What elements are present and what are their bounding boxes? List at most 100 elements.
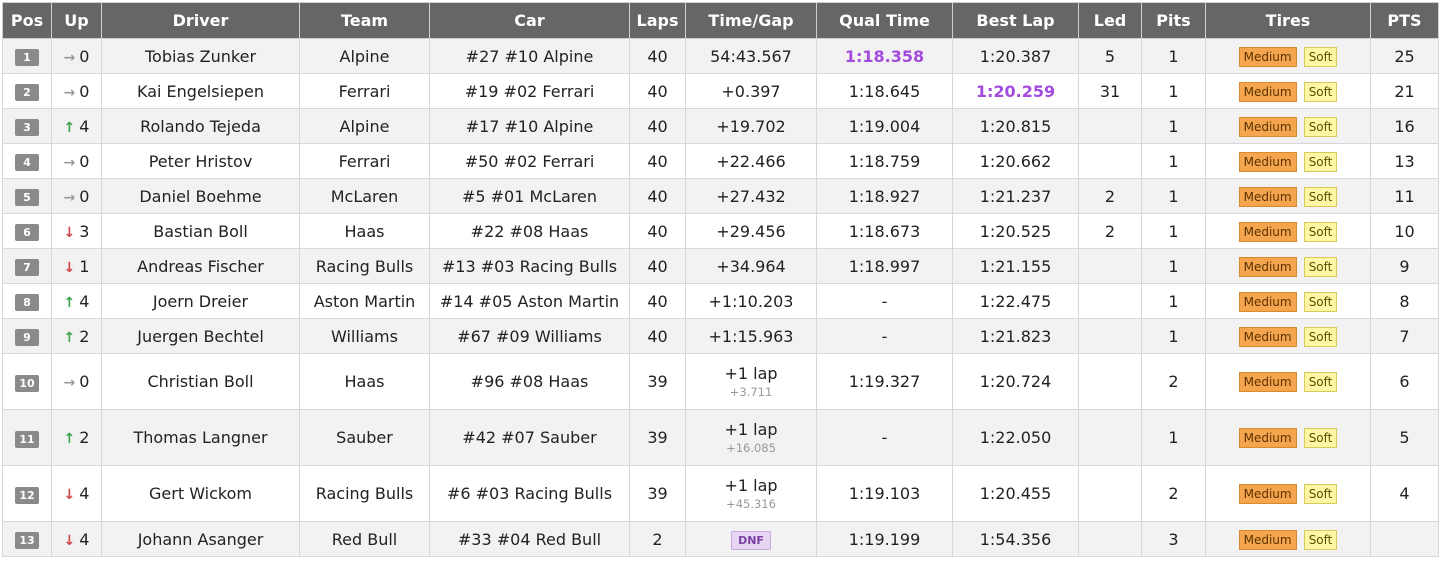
position-change: 0 (79, 46, 90, 66)
car-name: #50 #02 Ferrari (429, 143, 630, 179)
car-name: #33 #04 Red Bull (429, 521, 630, 557)
position-change: 4 (79, 116, 90, 136)
table-row[interactable]: 4 → 0 Peter Hristov Ferrari #50 #02 Ferrari 40… (2, 143, 1439, 179)
arrow-right-icon: → (63, 84, 76, 101)
table-row[interactable]: 10 → 0 Christian Boll Haas #96 #08 Haas 39 +1 l… (2, 353, 1439, 410)
best-lap-value: 1:20.259 (952, 73, 1079, 109)
position-badge: 9 (15, 329, 39, 346)
time-gap-cell: +1 lap +16.085 (685, 409, 817, 466)
tire-soft-badge: Soft (1303, 221, 1338, 242)
tires-cell: Medium Soft (1205, 248, 1371, 284)
arrow-right-icon: → (63, 49, 76, 66)
team-name: Sauber (299, 409, 430, 466)
header-pos[interactable]: Pos (2, 2, 52, 39)
position-change-cell: ↓ 4 (51, 465, 102, 522)
driver-name[interactable]: Kai Engelsiepen (101, 73, 300, 109)
table-row[interactable]: 12 ↓ 4 Gert Wickom Racing Bulls #6 #03 Racing… (2, 465, 1439, 522)
tire-medium-badge: Medium (1238, 484, 1297, 504)
position-change-cell: ↑ 4 (51, 108, 102, 144)
gap-sub-value: +45.316 (726, 496, 776, 511)
table-row[interactable]: 8 ↑ 4 Joern Dreier Aston Martin #14 #05 Aston… (2, 283, 1439, 319)
best-lap-value: 1:22.050 (952, 409, 1079, 466)
qual-time-value: - (816, 283, 953, 319)
driver-name[interactable]: Peter Hristov (101, 143, 300, 179)
team-name: Ferrari (299, 73, 430, 109)
tire-soft-badge: Soft (1303, 428, 1338, 448)
time-gap-cell: +0.397 (685, 73, 817, 109)
tire-medium-badge: Medium (1238, 46, 1297, 67)
header-team[interactable]: Team (299, 2, 430, 39)
driver-name[interactable]: Tobias Zunker (101, 38, 300, 74)
qual-time-value: 1:19.004 (816, 108, 953, 144)
pos-cell: 4 (2, 143, 52, 179)
car-name: #19 #02 Ferrari (429, 73, 630, 109)
table-row[interactable]: 9 ↑ 2 Juergen Bechtel Williams #67 #09 Willia… (2, 318, 1439, 354)
header-pits[interactable]: Pits (1141, 2, 1206, 39)
tire-medium-badge: Medium (1238, 529, 1297, 550)
car-name: #22 #08 Haas (429, 213, 630, 249)
car-name: #6 #03 Racing Bulls (429, 465, 630, 522)
position-badge: 3 (15, 119, 39, 136)
table-row[interactable]: 11 ↑ 2 Thomas Langner Sauber #42 #07 Sauber 39… (2, 409, 1439, 466)
table-row[interactable]: 13 ↓ 4 Johann Asanger Red Bull #33 #04 Red Bu… (2, 521, 1439, 557)
driver-name[interactable]: Bastian Boll (101, 213, 300, 249)
time-gap-cell: +1 lap +45.316 (685, 465, 817, 522)
driver-name[interactable]: Juergen Bechtel (101, 318, 300, 354)
pits-value: 1 (1141, 143, 1206, 179)
driver-name[interactable]: Christian Boll (101, 353, 300, 410)
table-row[interactable]: 1 → 0 Tobias Zunker Alpine #27 #10 Alpine 40 54… (2, 38, 1439, 74)
led-value (1078, 465, 1142, 522)
driver-name[interactable]: Thomas Langner (101, 409, 300, 466)
table-row[interactable]: 6 ↓ 3 Bastian Boll Haas #22 #08 Haas 40 +29.456… (2, 213, 1439, 249)
header-time-gap[interactable]: Time/Gap (685, 2, 817, 39)
best-lap-value: 1:22.475 (952, 283, 1079, 319)
header-car[interactable]: Car (429, 2, 630, 39)
arrow-up-icon: ↑ (63, 119, 76, 136)
laps-value: 40 (629, 178, 686, 214)
driver-name[interactable]: Andreas Fischer (101, 248, 300, 284)
pos-cell: 3 (2, 108, 52, 144)
points-value: 16 (1370, 108, 1439, 144)
driver-name[interactable]: Joern Dreier (101, 283, 300, 319)
qual-time-value: 1:18.927 (816, 178, 953, 214)
header-up[interactable]: Up (51, 2, 102, 39)
best-lap-value: 1:21.237 (952, 178, 1079, 214)
driver-name[interactable]: Rolando Tejeda (101, 108, 300, 144)
header-laps[interactable]: Laps (629, 2, 686, 39)
driver-name[interactable]: Daniel Boehme (101, 178, 300, 214)
arrow-right-icon: → (63, 189, 76, 206)
driver-name[interactable]: Johann Asanger (101, 521, 300, 557)
position-change-cell: ↓ 1 (51, 248, 102, 284)
car-name: #5 #01 McLaren (429, 178, 630, 214)
laps-value: 39 (629, 409, 686, 466)
header-pts[interactable]: PTS (1370, 2, 1439, 39)
led-value (1078, 283, 1142, 319)
tires-cell: Medium Soft (1205, 178, 1371, 214)
header-qual-time[interactable]: Qual Time (816, 2, 953, 39)
time-gap-cell: +27.432 (685, 178, 817, 214)
header-led[interactable]: Led (1078, 2, 1142, 39)
position-badge: 4 (15, 154, 39, 171)
header-best-lap[interactable]: Best Lap (952, 2, 1079, 39)
qual-time-value: 1:18.645 (816, 73, 953, 109)
table-row[interactable]: 7 ↓ 1 Andreas Fischer Racing Bulls #13 #03 Ra… (2, 248, 1439, 284)
arrow-right-icon: → (63, 375, 76, 391)
tire-soft-badge: Soft (1303, 186, 1338, 207)
car-name: #96 #08 Haas (429, 353, 630, 410)
tire-medium-badge: Medium (1238, 291, 1297, 312)
position-change: 2 (79, 326, 90, 346)
time-gap-cell: +29.456 (685, 213, 817, 249)
table-row[interactable]: 3 ↑ 4 Rolando Tejeda Alpine #17 #10 Alpine 40 +… (2, 108, 1439, 144)
position-change: 0 (79, 81, 90, 101)
arrow-right-icon: → (63, 154, 76, 171)
arrow-up-icon: ↑ (63, 294, 76, 311)
gap-value: +1 lap (724, 475, 778, 495)
pos-cell: 11 (2, 409, 52, 466)
led-value (1078, 353, 1142, 410)
header-tires[interactable]: Tires (1205, 2, 1371, 39)
table-row[interactable]: 5 → 0 Daniel Boehme McLaren #5 #01 McLaren 40 +… (2, 178, 1439, 214)
driver-name[interactable]: Gert Wickom (101, 465, 300, 522)
header-driver[interactable]: Driver (101, 2, 300, 39)
table-row[interactable]: 2 → 0 Kai Engelsiepen Ferrari #19 #02 Ferrari… (2, 73, 1439, 109)
